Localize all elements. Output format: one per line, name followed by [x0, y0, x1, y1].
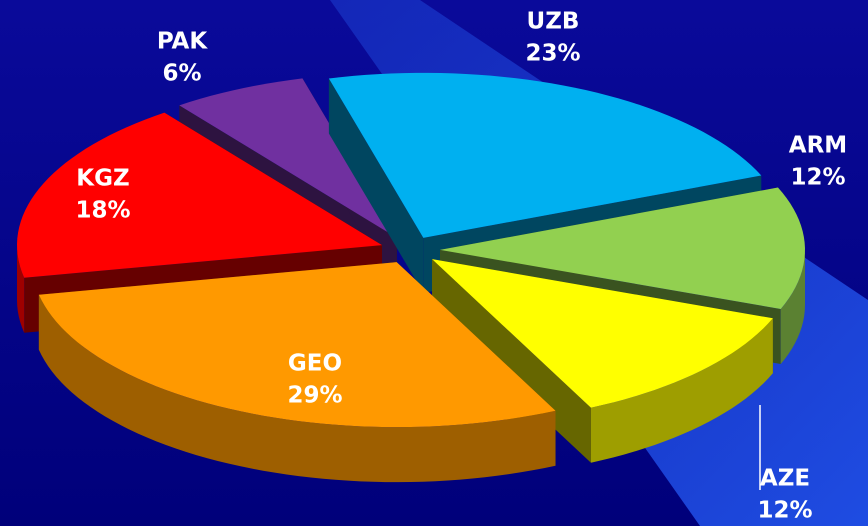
- slice-wall: [780, 249, 805, 364]
- slice-name: PAK: [157, 29, 209, 55]
- slice: [17, 112, 382, 278]
- slice-value-label: 29%: [287, 383, 342, 409]
- slice-name: ARM: [789, 133, 847, 159]
- slice-wall: [590, 318, 773, 463]
- slice-value-label: 12%: [757, 498, 812, 524]
- slice-name: AZE: [760, 466, 810, 492]
- slice: [328, 72, 762, 238]
- slice: [38, 262, 556, 428]
- slice: [432, 259, 773, 408]
- slice-wall: [16, 245, 25, 333]
- pie: [16, 72, 805, 483]
- slice-side: [328, 78, 424, 293]
- slice: [439, 187, 805, 309]
- slice-name: GEO: [288, 351, 342, 377]
- labels: UZB 23% ARM 12% AZE 12% GEO 29% KGZ 18% PAK 6%: [75, 9, 847, 524]
- slice: [179, 78, 397, 238]
- slice-value-label: 18%: [75, 198, 130, 224]
- slice-value-label: 23%: [525, 41, 580, 67]
- slice-value-label: 12%: [790, 165, 845, 191]
- slice-name: KGZ: [76, 166, 129, 192]
- slice-value-label: 6%: [162, 61, 201, 87]
- slice-name: UZB: [527, 9, 580, 35]
- slice-wall: [38, 294, 556, 483]
